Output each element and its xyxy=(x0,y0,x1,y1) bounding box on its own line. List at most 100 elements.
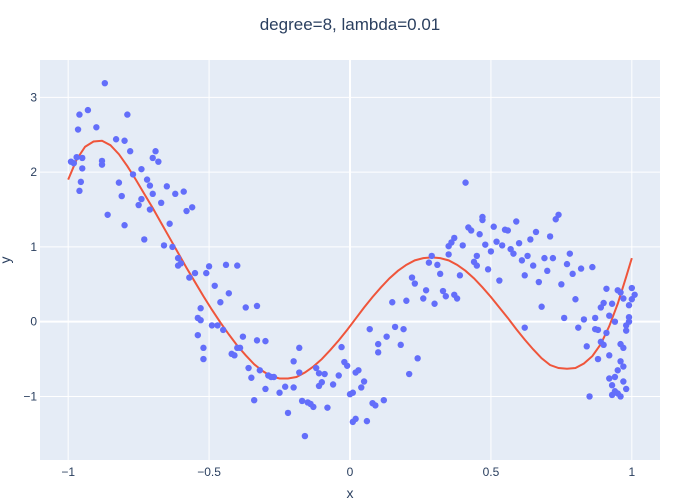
data-point xyxy=(391,323,399,331)
data-point xyxy=(608,300,616,307)
data-point xyxy=(76,187,83,195)
data-point xyxy=(529,262,537,269)
data-point xyxy=(374,340,382,348)
data-point xyxy=(290,358,297,365)
data-point xyxy=(524,252,531,260)
data-point xyxy=(591,325,599,333)
data-point xyxy=(451,234,458,242)
data-point xyxy=(203,269,210,277)
data-point xyxy=(631,291,638,298)
data-point xyxy=(239,333,247,340)
data-point xyxy=(349,389,357,396)
data-point xyxy=(318,379,326,386)
data-point xyxy=(250,396,258,404)
data-point xyxy=(84,106,92,114)
data-point xyxy=(625,318,633,325)
data-point xyxy=(124,111,131,118)
data-point xyxy=(617,393,624,400)
data-point xyxy=(603,285,610,292)
data-point xyxy=(143,176,151,183)
data-point xyxy=(591,314,599,322)
data-point xyxy=(482,241,489,248)
data-point xyxy=(436,270,444,278)
data-point xyxy=(77,178,85,186)
y-tick-label: 3 xyxy=(30,90,37,104)
data-point xyxy=(163,183,171,190)
data-point xyxy=(456,272,464,279)
data-points xyxy=(67,79,638,440)
data-point xyxy=(160,242,168,249)
data-point xyxy=(338,343,345,351)
data-point xyxy=(155,158,162,165)
data-point xyxy=(335,372,342,379)
data-point xyxy=(625,302,633,309)
data-point xyxy=(622,327,630,334)
data-point xyxy=(177,260,185,267)
data-point xyxy=(521,324,528,331)
data-point xyxy=(129,171,137,178)
data-point xyxy=(603,329,610,337)
data-point xyxy=(324,404,331,411)
data-point xyxy=(281,383,289,390)
data-point xyxy=(172,190,179,198)
data-point xyxy=(79,154,86,162)
data-point xyxy=(521,272,528,279)
data-point xyxy=(343,362,351,369)
y-axis-title: y xyxy=(0,257,13,264)
data-point xyxy=(625,314,633,321)
data-point xyxy=(622,385,630,393)
data-point xyxy=(222,261,230,269)
data-point xyxy=(459,242,466,249)
data-point xyxy=(248,374,255,381)
data-point xyxy=(284,409,292,417)
data-point xyxy=(126,148,134,155)
x-tick-label: −1 xyxy=(61,465,75,479)
data-point xyxy=(363,417,371,425)
data-point xyxy=(496,277,503,284)
data-point xyxy=(205,263,213,270)
data-point xyxy=(253,302,261,310)
data-point xyxy=(422,287,430,294)
x-tick-label: 0.5 xyxy=(483,465,500,479)
data-point xyxy=(76,111,83,118)
data-point xyxy=(166,220,173,227)
data-point xyxy=(200,355,207,363)
data-point xyxy=(620,344,627,352)
data-point xyxy=(141,236,148,243)
data-point xyxy=(617,358,624,365)
data-point xyxy=(200,344,207,352)
data-point xyxy=(115,179,123,186)
data-point xyxy=(445,251,452,258)
data-point xyxy=(301,432,309,440)
data-point xyxy=(101,79,109,87)
data-point xyxy=(152,148,159,155)
data-point xyxy=(217,299,224,306)
data-point xyxy=(572,296,579,303)
data-point xyxy=(405,370,413,378)
axis-ticks: −1 −0.5 0 0.5 1 −1 0 1 2 3 xyxy=(23,90,635,479)
data-point xyxy=(484,266,492,273)
data-point xyxy=(538,303,545,310)
data-point xyxy=(515,239,523,247)
data-point xyxy=(112,136,120,143)
data-point xyxy=(476,231,483,238)
data-point xyxy=(315,370,323,377)
data-point xyxy=(606,352,613,359)
data-point xyxy=(245,364,252,372)
data-point xyxy=(532,228,540,236)
data-point xyxy=(374,349,382,356)
data-point xyxy=(487,248,495,255)
data-point xyxy=(397,341,404,349)
data-point xyxy=(498,242,506,249)
data-point xyxy=(628,284,636,292)
data-point xyxy=(611,373,619,381)
data-point xyxy=(608,382,616,389)
data-point xyxy=(434,261,441,269)
data-point xyxy=(296,344,303,352)
data-point xyxy=(194,331,202,339)
data-point xyxy=(589,263,596,271)
data-point xyxy=(149,190,156,198)
data-point xyxy=(231,352,238,359)
